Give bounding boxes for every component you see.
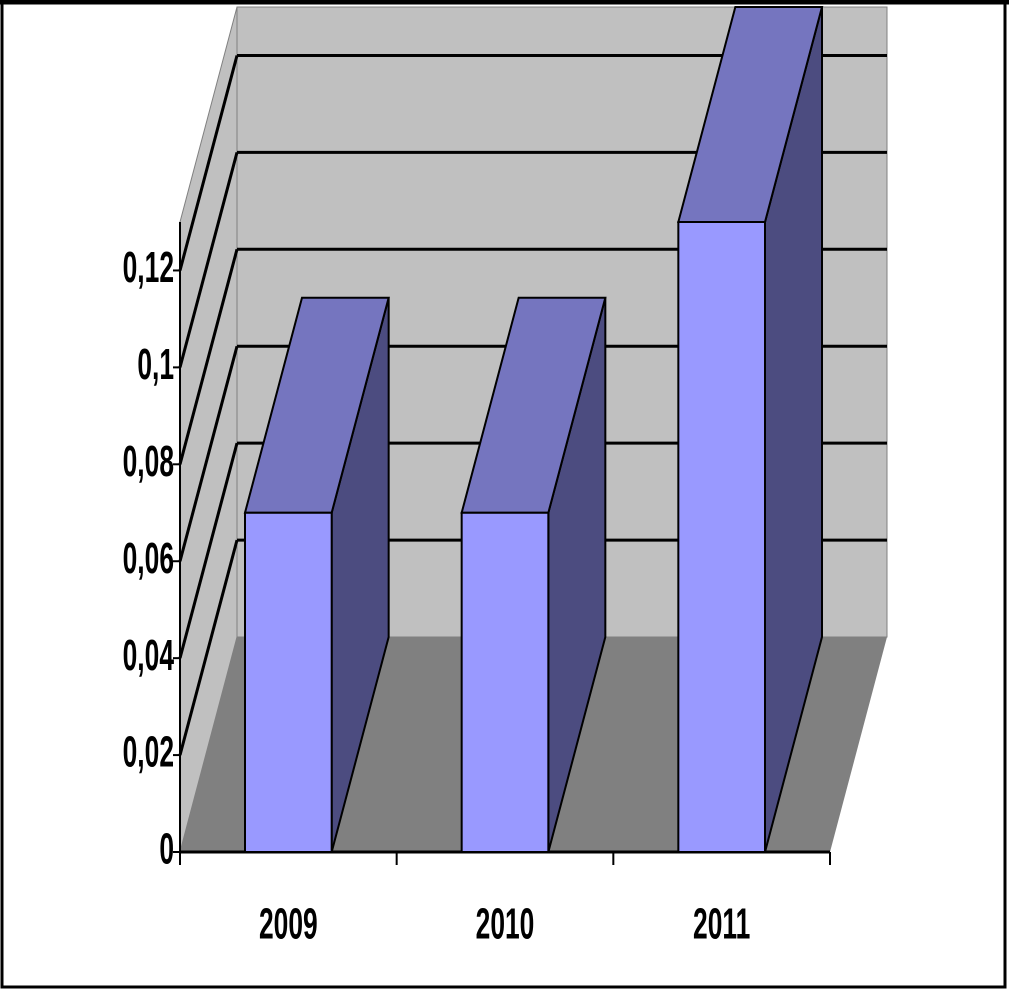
x-tick-label: 2010 bbox=[476, 899, 535, 949]
y-tick-label: 0 bbox=[159, 824, 174, 874]
y-tick-label: 0,04 bbox=[123, 630, 174, 680]
x-tick-label: 2011 bbox=[693, 899, 750, 949]
y-tick-label: 0,06 bbox=[123, 533, 174, 583]
y-tick-label: 0,12 bbox=[123, 242, 174, 292]
bar bbox=[677, 221, 766, 853]
grid-line bbox=[178, 248, 239, 465]
y-tick-label: 0,1 bbox=[137, 339, 174, 389]
y-tick-label: 0,08 bbox=[123, 436, 174, 486]
grid-line bbox=[178, 152, 239, 368]
bar bbox=[460, 511, 550, 853]
x-tick-label: 2009 bbox=[259, 899, 318, 949]
grid-line bbox=[178, 442, 239, 659]
y-tick-label: 0,02 bbox=[123, 727, 174, 777]
bar bbox=[244, 511, 333, 853]
grid-line bbox=[178, 539, 239, 756]
grid-line bbox=[178, 345, 239, 562]
grid-line bbox=[178, 55, 239, 271]
